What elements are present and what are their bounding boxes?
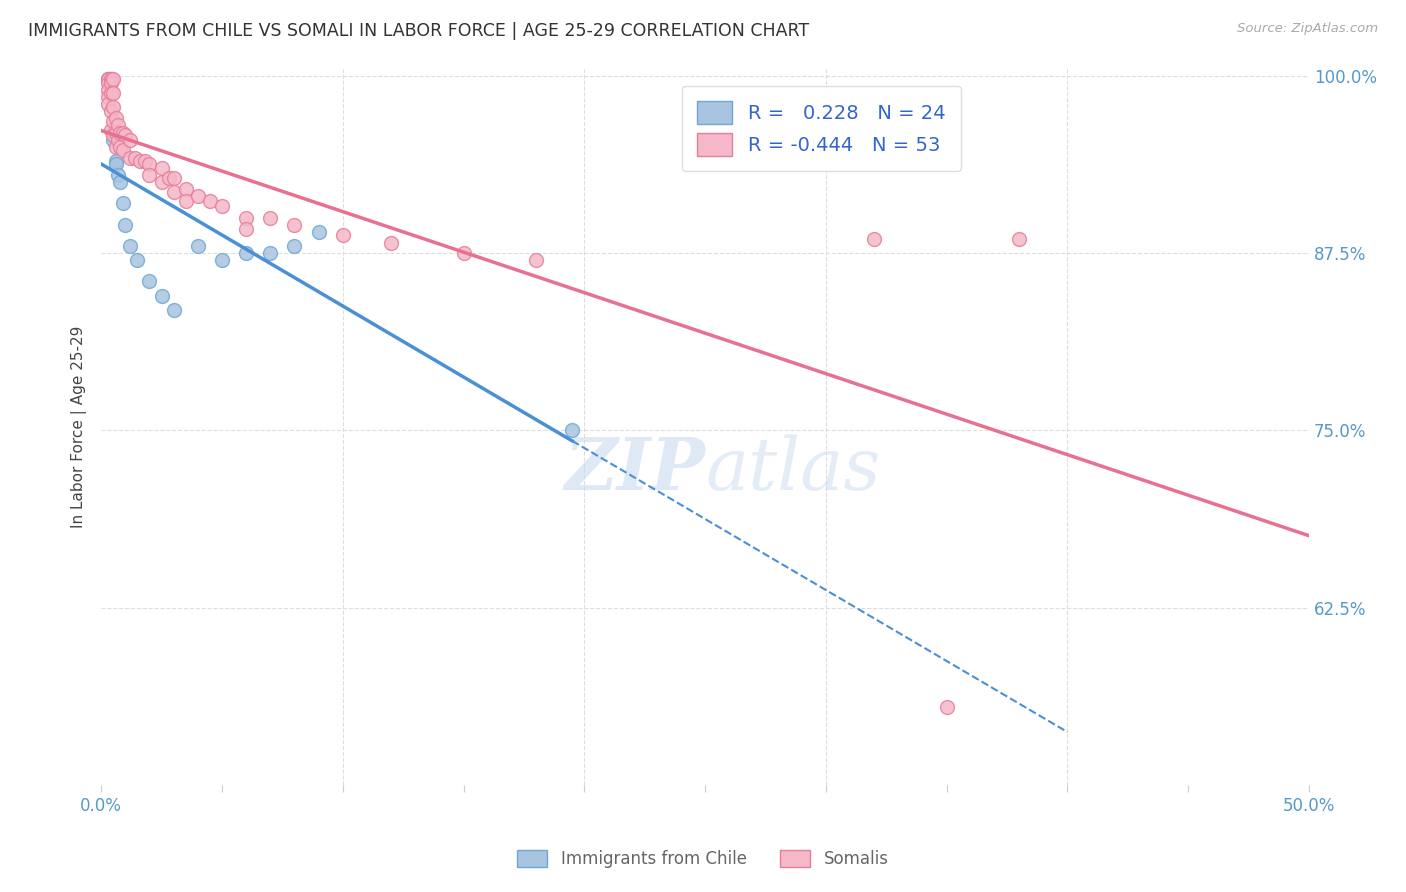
Point (103, 71, 125, 86)
Point (150, 175, 173, 189)
Point (107, 133, 129, 147)
Point (162, 170, 184, 185)
Point (235, 211, 257, 225)
Point (283, 218, 305, 232)
Point (104, 112, 127, 126)
Point (157, 170, 180, 185)
Point (127, 253, 149, 268)
Point (935, 699, 957, 714)
Point (120, 151, 142, 165)
Point (380, 236, 402, 251)
Point (150, 288, 173, 302)
Point (111, 196, 134, 211)
Point (100, 86, 122, 100)
Point (150, 161, 173, 175)
Point (134, 153, 156, 168)
Point (97, 97, 120, 112)
Point (138, 274, 160, 288)
Point (104, 157, 127, 171)
Point (107, 119, 129, 133)
Point (100, 71, 122, 86)
Point (308, 225, 330, 239)
Text: ZIP: ZIP (564, 434, 704, 505)
Legend: Immigrants from Chile, Somalis: Immigrants from Chile, Somalis (510, 843, 896, 875)
Point (138, 157, 160, 171)
Point (104, 153, 127, 168)
Point (211, 199, 233, 213)
Point (97, 90, 120, 104)
Point (97, 71, 120, 86)
Point (124, 151, 146, 165)
Point (97, 76, 120, 90)
Point (104, 126, 127, 140)
Point (187, 239, 209, 253)
Point (211, 253, 233, 268)
Legend: R =   0.228   N = 24, R = -0.444   N = 53: R = 0.228 N = 24, R = -0.444 N = 53 (682, 86, 962, 171)
Text: atlas: atlas (704, 434, 880, 505)
Point (110, 126, 132, 140)
Point (332, 227, 354, 242)
Point (128, 153, 150, 168)
Point (235, 222, 257, 236)
Point (103, 86, 125, 100)
Point (103, 133, 125, 147)
Text: Source: ZipAtlas.com: Source: ZipAtlas.com (1237, 22, 1378, 36)
Point (107, 168, 129, 182)
Point (100, 71, 122, 86)
Point (524, 253, 547, 268)
Point (100, 76, 122, 90)
Point (103, 126, 125, 140)
Y-axis label: In Labor Force | Age 25-29: In Labor Force | Age 25-29 (72, 326, 87, 528)
Point (198, 194, 221, 208)
Point (162, 185, 184, 199)
Point (103, 128, 125, 143)
Point (187, 189, 209, 203)
Point (100, 104, 122, 119)
Point (111, 143, 134, 157)
Text: IMMIGRANTS FROM CHILE VS SOMALI IN LABOR FORCE | AGE 25-29 CORRELATION CHART: IMMIGRANTS FROM CHILE VS SOMALI IN LABOR… (28, 22, 810, 40)
Point (120, 133, 142, 147)
Point (174, 194, 197, 208)
Point (863, 232, 886, 246)
Point (453, 246, 475, 260)
Point (174, 182, 197, 196)
Point (283, 239, 305, 253)
Point (162, 302, 184, 317)
Point (100, 71, 122, 86)
Point (1008, 232, 1031, 246)
Point (111, 126, 134, 140)
Point (103, 100, 125, 114)
Point (259, 211, 281, 225)
Point (110, 139, 132, 153)
Point (97, 71, 120, 86)
Point (235, 246, 257, 260)
Point (114, 218, 136, 232)
Point (138, 168, 160, 182)
Point (100, 122, 122, 136)
Point (97, 83, 120, 97)
Point (114, 128, 136, 143)
Point (104, 139, 127, 153)
Point (561, 423, 583, 437)
Point (103, 114, 125, 128)
Point (97, 71, 120, 86)
Point (110, 175, 132, 189)
Point (120, 239, 142, 253)
Point (259, 246, 281, 260)
